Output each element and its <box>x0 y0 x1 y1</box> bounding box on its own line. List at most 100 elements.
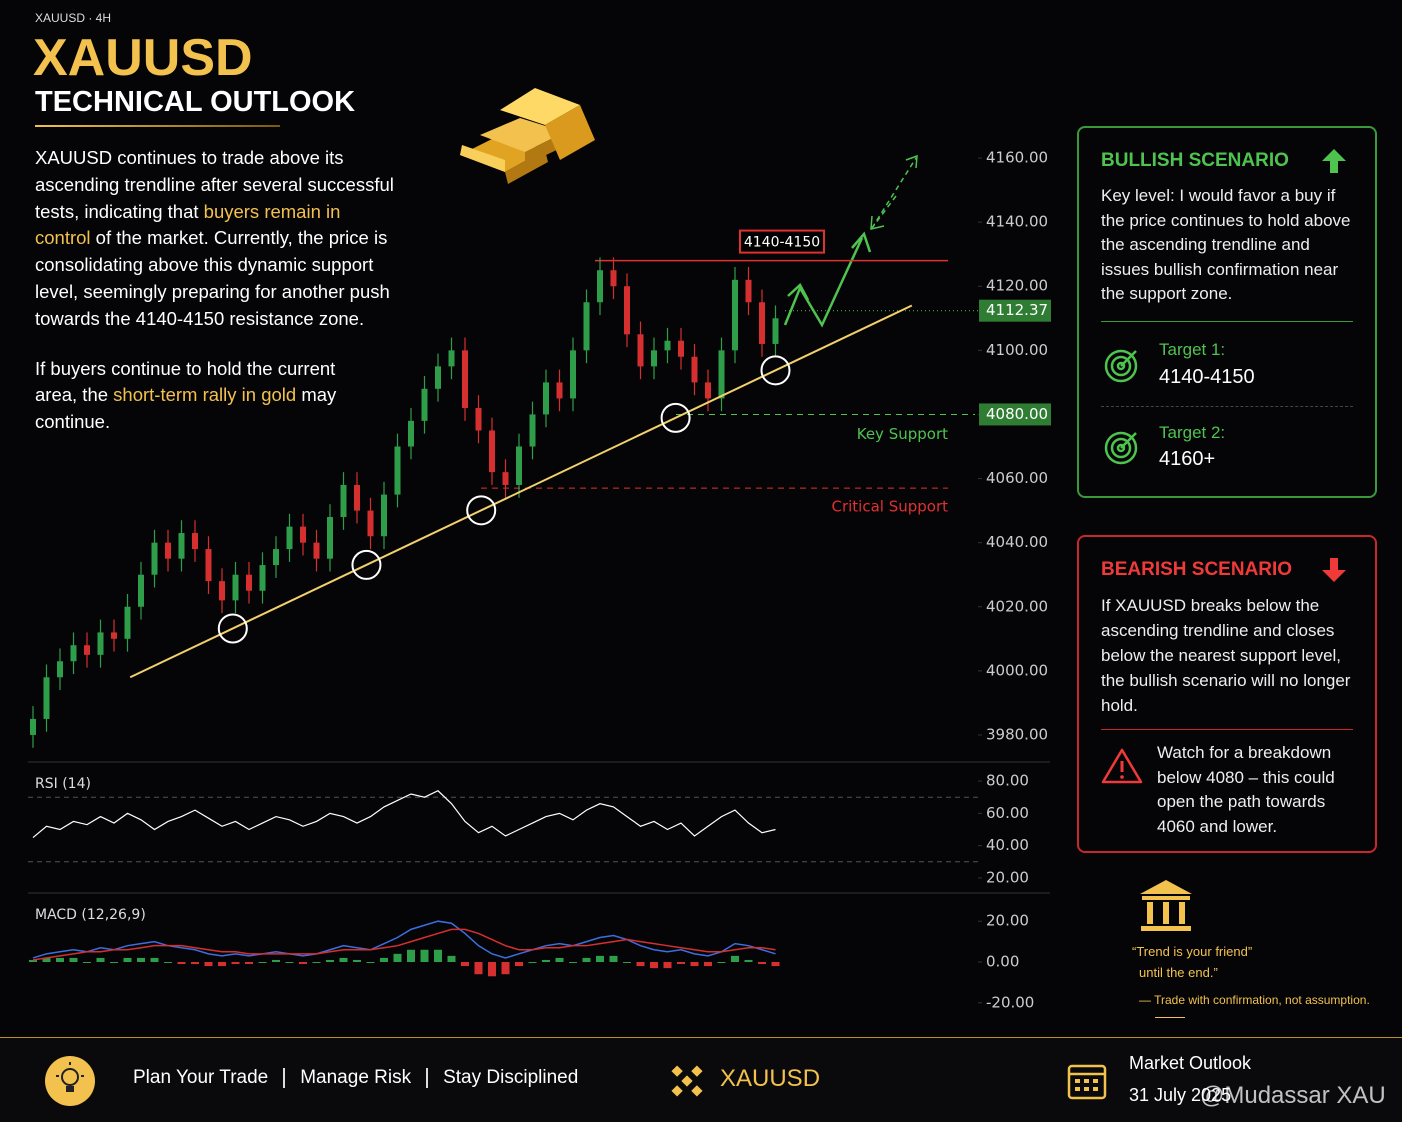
quote: until the end.” <box>1139 965 1218 980</box>
panel-text: If XAUUSD breaks below the ascending tre… <box>1101 596 1351 715</box>
trendline <box>129 304 913 679</box>
candle-body <box>381 494 387 537</box>
candle-body <box>151 542 158 575</box>
macd-histogram <box>177 962 186 965</box>
footer-item: Plan Your Trade <box>133 1067 269 1088</box>
macd-histogram <box>447 955 456 962</box>
macd-histogram <box>407 949 415 962</box>
candle-body <box>624 286 630 335</box>
candle-body <box>84 645 90 655</box>
subtitle: TECHNICAL OUTLOOK <box>35 86 356 118</box>
candle-body <box>637 334 644 367</box>
candle-body <box>475 408 482 431</box>
outlook-title: Market Outlook <box>1129 1053 1252 1073</box>
candle-body <box>178 533 185 559</box>
title-rule <box>35 125 280 127</box>
rsi-title: RSI (14) <box>35 776 91 792</box>
symbol-tag: XAUUSD · 4H <box>35 11 112 25</box>
down-arrow-icon <box>1322 558 1346 582</box>
y-tick-label: 40.00 <box>986 836 1029 854</box>
candle-body <box>367 510 374 537</box>
y-tick-label: 20.00 <box>986 912 1029 930</box>
footer: Plan Your Trade Manage Risk Stay Disciplin… <box>0 1037 1402 1122</box>
candle-body <box>246 574 252 591</box>
candle-body <box>327 517 333 559</box>
projection <box>783 154 918 328</box>
y-tick-label: 4140.00 <box>986 213 1048 231</box>
macd-histogram <box>69 957 78 962</box>
macd-histogram <box>83 962 91 963</box>
paragraph: If buyers continue to hold the current a… <box>35 356 355 436</box>
candle-body <box>165 542 171 559</box>
candle-body <box>732 279 738 351</box>
candle-body <box>259 565 266 591</box>
macd-histogram <box>29 959 37 962</box>
touch-point <box>760 355 791 386</box>
key-support-price: 4080.00 <box>986 405 1048 423</box>
candle-body <box>772 318 779 344</box>
touch-point <box>466 495 497 526</box>
macd-histogram <box>56 957 64 962</box>
candle-body <box>192 533 198 550</box>
y-tick-label: 20.00 <box>986 868 1029 886</box>
gold-bars-icon <box>460 88 595 184</box>
y-tick-label: -20.00 <box>986 993 1034 1011</box>
candle-body <box>529 414 536 447</box>
macd-histogram <box>474 962 483 975</box>
candle-body <box>70 645 77 662</box>
last-price-label: 4112.37 <box>986 301 1048 319</box>
y-tick-label: 4040.00 <box>986 533 1048 551</box>
target-icon <box>1104 431 1138 465</box>
y-tick-label: 4060.00 <box>986 469 1048 487</box>
candle-body <box>205 549 212 582</box>
candle-body <box>664 340 671 351</box>
candle-body <box>570 350 576 399</box>
macd-histogram <box>137 957 145 962</box>
candle-body <box>111 632 117 639</box>
touch-point <box>351 549 382 580</box>
macd-histogram <box>339 957 348 962</box>
panel-text: Key level: I would favor a buy if the pr… <box>1101 186 1351 304</box>
candle-body <box>313 542 320 559</box>
footer-item: Stay Disciplined <box>426 1068 578 1088</box>
macd-histogram <box>596 955 604 962</box>
price-box <box>979 299 1051 322</box>
target-icon <box>1104 349 1138 383</box>
touch-point <box>217 613 248 644</box>
macd-histogram <box>501 962 510 975</box>
macd-histogram <box>164 962 172 963</box>
price-box <box>979 403 1051 426</box>
macd-histogram <box>771 962 780 967</box>
text: short-term rally in gold <box>113 384 297 406</box>
macd-histogram <box>488 962 496 977</box>
macd-histogram <box>434 949 442 962</box>
candle-body <box>448 350 455 367</box>
macd-histogram <box>353 959 361 962</box>
bearish-panel: BEARISH SCENARIO If XAUUSD breaks below … <box>1077 535 1377 853</box>
macd-histogram <box>272 959 280 962</box>
macd-histogram <box>326 959 334 962</box>
candle-body <box>124 606 131 639</box>
macd-histogram <box>744 959 753 962</box>
candle-body <box>691 356 698 383</box>
brand-logo <box>671 1065 703 1097</box>
candle-body <box>678 340 684 357</box>
macd-histogram <box>258 962 267 963</box>
macd-histogram <box>312 962 321 963</box>
quote: “Trend is your friend” <box>1132 944 1253 959</box>
chart: RSI (14) MACD (12,26,9) 3980.00 4000.00 40… <box>28 88 1051 1011</box>
rule <box>1155 1017 1185 1018</box>
candle-body <box>610 270 617 287</box>
panel-title: BULLISH SCENARIO <box>1101 150 1289 171</box>
divider <box>1101 406 1353 407</box>
macd-histogram <box>285 962 294 963</box>
footer-items: Plan Your Trade Manage Risk Stay Disciplin… <box>133 1068 578 1088</box>
candle-body <box>759 302 765 344</box>
candle-body <box>543 382 549 415</box>
quote-note: — Trade with confirmation, not assumptio… <box>1139 993 1370 1007</box>
warning-icon <box>1101 748 1143 784</box>
text: If buyers continue to hold the current a… <box>35 357 336 406</box>
critical-support-label: Critical Support <box>831 498 948 516</box>
macd-histogram <box>555 957 564 962</box>
candle-body <box>30 718 36 735</box>
